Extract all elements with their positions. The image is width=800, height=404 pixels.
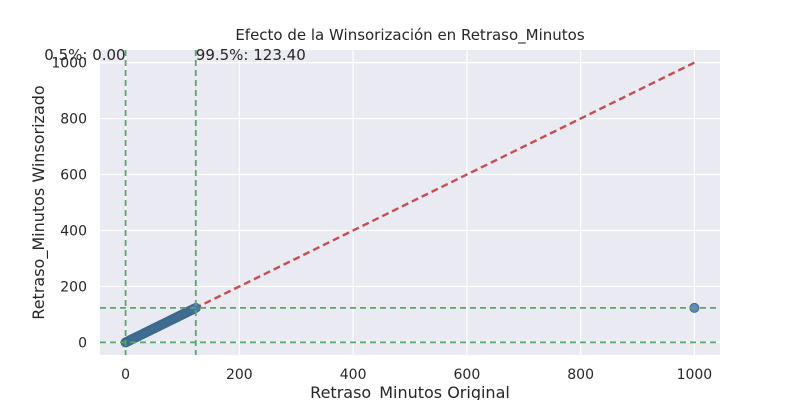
plot-background: [100, 50, 720, 355]
threshold-high-annotation: 99.5%: 123.40: [196, 46, 306, 64]
y-tick-labels: 0 200 400 600 800 1000: [51, 56, 87, 352]
x-tick-label: 400: [340, 367, 367, 383]
grid-lines: [100, 50, 720, 355]
y-tick-label: 200: [60, 279, 87, 295]
y-tick-label: 600: [60, 168, 87, 184]
y-tick-label: 800: [60, 112, 87, 128]
x-tick-label: 200: [226, 367, 253, 383]
x-tick-labels: 0 200 400 600 800 1000: [121, 367, 712, 383]
chart-title: Efecto de la Winsorización en Retraso_Mi…: [235, 26, 585, 45]
reference-line-group: [125, 61, 695, 344]
y-tick-label: 400: [60, 223, 87, 239]
x-axis-label: Retraso_Minutos Original: [310, 383, 510, 400]
x-tick-label: 800: [567, 367, 594, 383]
identity-reference-line: [125, 61, 695, 344]
y-tick-label: 0: [78, 335, 87, 351]
threshold-lines: [100, 50, 720, 355]
y-axis-label: Retraso_Minutos Winsorizado: [29, 85, 49, 319]
y-tick-label: 1000: [51, 56, 87, 72]
x-tick-label: 1000: [677, 367, 713, 383]
x-tick-label: 600: [454, 367, 481, 383]
threshold-low-annotation: 0.5%: 0.00: [44, 46, 125, 64]
x-tick-label: 0: [121, 367, 130, 383]
